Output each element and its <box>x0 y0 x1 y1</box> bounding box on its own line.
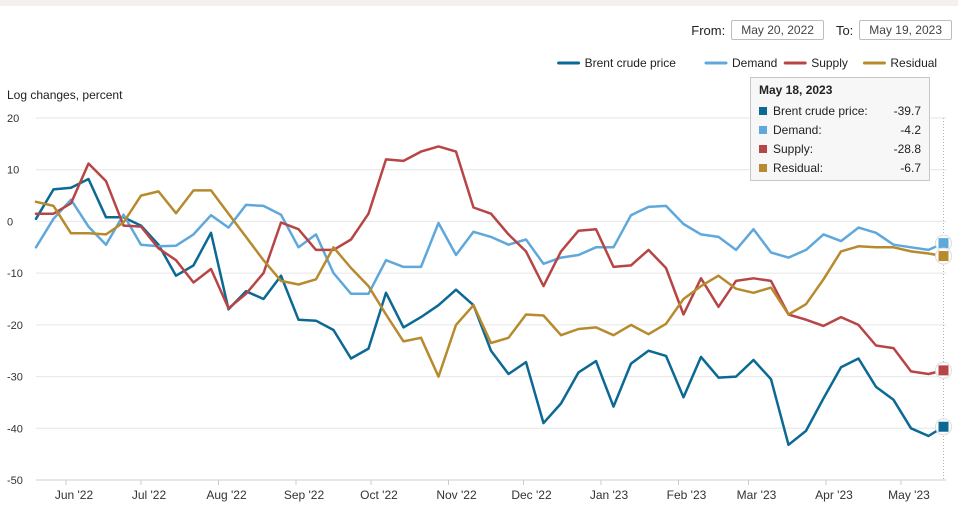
x-tick-label: Dec '22 <box>511 488 552 502</box>
x-tick-label: Oct '22 <box>360 488 398 502</box>
y-tick-label: -30 <box>7 372 23 384</box>
legend-label: Demand <box>732 56 777 70</box>
y-tick-label: 10 <box>7 165 19 177</box>
from-date-input[interactable]: May 20, 2022 <box>731 20 824 40</box>
to-label: To: <box>835 22 854 38</box>
y-axis-title: Log changes, percent <box>7 88 123 102</box>
to-date-input[interactable]: May 19, 2023 <box>859 20 952 40</box>
tooltip-label: Supply: <box>773 141 814 156</box>
y-tick-label: -40 <box>7 423 23 435</box>
tooltip-date: May 18, 2023 <box>759 83 833 97</box>
tooltip-label: Brent crude price: <box>773 103 868 118</box>
x-tick-label: May '23 <box>888 488 930 502</box>
y-tick-label: 20 <box>7 113 19 125</box>
x-tick-label: Aug '22 <box>206 488 247 502</box>
y-tick-label: 0 <box>7 216 13 228</box>
end-marker <box>938 238 949 249</box>
legend-label: Brent crude price <box>585 56 677 70</box>
date-range-controls: From: May 20, 2022 To: May 19, 2023 <box>679 20 952 40</box>
tooltip-row-demand: Demand: -4.2 <box>759 120 921 139</box>
x-tick-label: Apr '23 <box>815 488 853 502</box>
tooltip-row-supply: Supply: -28.8 <box>759 139 921 158</box>
tooltip-value: -28.8 <box>893 141 921 156</box>
square-icon <box>759 125 767 134</box>
square-icon <box>759 144 767 153</box>
x-tick-label: Sep '22 <box>284 488 325 502</box>
end-marker <box>938 421 949 432</box>
legend-label: Residual <box>890 56 937 70</box>
square-icon <box>759 106 767 115</box>
x-tick-label: Mar '23 <box>737 488 777 502</box>
y-tick-label: -10 <box>7 268 23 280</box>
tooltip-row-residual: Residual: -6.7 <box>759 158 921 177</box>
end-marker <box>938 365 949 376</box>
series-line-brent-crude-price <box>34 177 945 447</box>
from-label: From: <box>691 22 726 38</box>
tooltip-label: Demand: <box>773 122 822 137</box>
x-tick-label: Feb '23 <box>667 488 707 502</box>
x-tick-label: Jan '23 <box>590 488 629 502</box>
y-tick-label: -20 <box>7 320 23 332</box>
series-line-supply <box>34 145 945 376</box>
x-tick-label: Jun '22 <box>55 488 94 502</box>
tooltip-value: -39.7 <box>893 103 921 118</box>
legend-label: Supply <box>811 56 848 70</box>
tooltip-label: Residual: <box>773 160 824 175</box>
x-tick-label: Jul '22 <box>132 488 167 502</box>
y-tick-label: -50 <box>7 475 23 487</box>
hover-tooltip: May 18, 2023 Brent crude price: -39.7 De… <box>750 77 930 181</box>
series-line-demand <box>34 198 945 296</box>
x-tick-label: Nov '22 <box>436 488 477 502</box>
end-marker <box>938 251 949 262</box>
square-icon <box>759 163 767 172</box>
tooltip-value: -6.7 <box>900 160 921 175</box>
series-line-residual <box>34 189 945 378</box>
tooltip-row-brent: Brent crude price: -39.7 <box>759 101 921 120</box>
tooltip-value: -4.2 <box>900 122 921 137</box>
top-strip <box>0 0 958 6</box>
